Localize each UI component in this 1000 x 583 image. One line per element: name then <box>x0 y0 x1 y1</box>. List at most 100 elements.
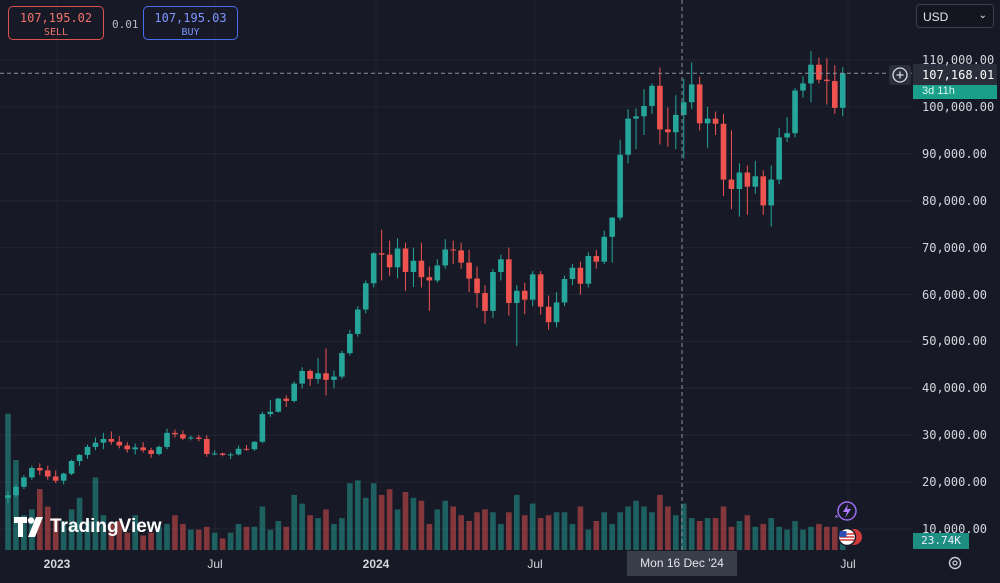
candle[interactable] <box>545 295 552 330</box>
candle[interactable] <box>625 109 631 164</box>
candle[interactable] <box>609 217 615 263</box>
candle[interactable] <box>450 240 456 265</box>
candle[interactable] <box>219 452 226 457</box>
candle[interactable] <box>331 370 337 389</box>
candle[interactable] <box>180 430 186 440</box>
candle[interactable] <box>768 165 774 227</box>
candle[interactable] <box>355 306 361 337</box>
candle[interactable] <box>839 67 846 117</box>
candle[interactable] <box>593 249 600 269</box>
candle[interactable] <box>267 400 274 417</box>
candle[interactable] <box>474 266 480 308</box>
candle[interactable] <box>577 261 584 295</box>
gear-icon[interactable] <box>946 554 964 572</box>
candle[interactable] <box>37 463 43 476</box>
candle[interactable] <box>466 249 472 293</box>
candle[interactable] <box>339 350 345 379</box>
candle[interactable] <box>585 252 592 288</box>
candle[interactable] <box>307 369 313 386</box>
candle[interactable] <box>84 444 91 459</box>
candle[interactable] <box>498 254 504 281</box>
candle[interactable] <box>299 367 305 389</box>
candle[interactable] <box>13 484 19 498</box>
candle[interactable] <box>521 282 528 315</box>
candle[interactable] <box>116 436 123 449</box>
candle[interactable] <box>5 491 11 504</box>
candle[interactable] <box>402 242 409 291</box>
candle[interactable] <box>561 275 568 307</box>
candle[interactable] <box>529 271 536 307</box>
candle[interactable] <box>617 139 623 221</box>
candle[interactable] <box>362 280 369 314</box>
candle[interactable] <box>649 83 655 114</box>
candle[interactable] <box>164 428 170 450</box>
candle[interactable] <box>553 292 560 328</box>
buy-button[interactable]: 107,195.03 BUY <box>143 6 238 40</box>
candle[interactable] <box>680 78 687 159</box>
candle[interactable] <box>569 264 576 286</box>
candle[interactable] <box>728 130 735 210</box>
candle[interactable] <box>52 470 59 484</box>
candle[interactable] <box>386 240 393 276</box>
currency-select[interactable]: USD ⌄ <box>916 4 994 28</box>
candle[interactable] <box>21 475 27 490</box>
candle[interactable] <box>792 88 798 138</box>
candle[interactable] <box>410 247 417 287</box>
candle[interactable] <box>720 113 727 197</box>
candle[interactable] <box>251 441 258 451</box>
candle[interactable] <box>712 111 719 136</box>
candle[interactable] <box>506 247 512 316</box>
candle[interactable] <box>347 329 353 356</box>
candle[interactable] <box>744 165 751 215</box>
candle[interactable] <box>227 452 234 460</box>
candle[interactable] <box>426 266 433 311</box>
candle[interactable] <box>490 268 496 318</box>
us-flag-icon[interactable] <box>836 527 864 547</box>
candle[interactable] <box>633 108 639 150</box>
candle[interactable] <box>458 242 464 269</box>
candle[interactable] <box>704 106 711 148</box>
candle[interactable] <box>657 67 663 145</box>
candle[interactable] <box>76 453 83 466</box>
candle[interactable] <box>514 285 520 347</box>
candle[interactable] <box>156 445 162 456</box>
candle[interactable] <box>434 259 441 283</box>
lightning-icon[interactable] <box>833 500 857 522</box>
candle[interactable] <box>378 229 385 281</box>
tradingview-logo[interactable]: TradingView <box>14 516 162 538</box>
candle[interactable] <box>60 472 67 485</box>
candle[interactable] <box>68 459 75 476</box>
candle[interactable] <box>482 285 488 324</box>
add-alert-button[interactable] <box>889 65 911 85</box>
candle[interactable] <box>601 230 608 265</box>
candle[interactable] <box>673 95 679 150</box>
candle[interactable] <box>29 465 35 480</box>
candle[interactable] <box>172 429 178 438</box>
candle[interactable] <box>259 411 266 444</box>
candle[interactable] <box>140 442 146 453</box>
candle[interactable] <box>370 252 377 288</box>
candle[interactable] <box>537 271 544 315</box>
candle[interactable] <box>188 435 194 441</box>
candle[interactable] <box>784 117 790 143</box>
candle[interactable] <box>824 58 830 105</box>
candle[interactable] <box>736 163 743 217</box>
candle[interactable] <box>688 62 695 110</box>
candle[interactable] <box>108 431 115 445</box>
candle[interactable] <box>235 445 242 456</box>
candle[interactable] <box>665 107 671 147</box>
candle[interactable] <box>132 443 138 455</box>
candle[interactable] <box>323 348 329 396</box>
candle[interactable] <box>92 437 99 451</box>
candle[interactable] <box>641 89 647 136</box>
candle[interactable] <box>243 445 250 451</box>
candle[interactable] <box>832 65 838 114</box>
candle[interactable] <box>275 397 282 413</box>
candle[interactable] <box>776 128 782 185</box>
candle[interactable] <box>44 465 51 480</box>
candle[interactable] <box>100 432 107 450</box>
candle[interactable] <box>808 51 814 103</box>
sell-button[interactable]: 107,195.02 SELL <box>8 6 104 40</box>
